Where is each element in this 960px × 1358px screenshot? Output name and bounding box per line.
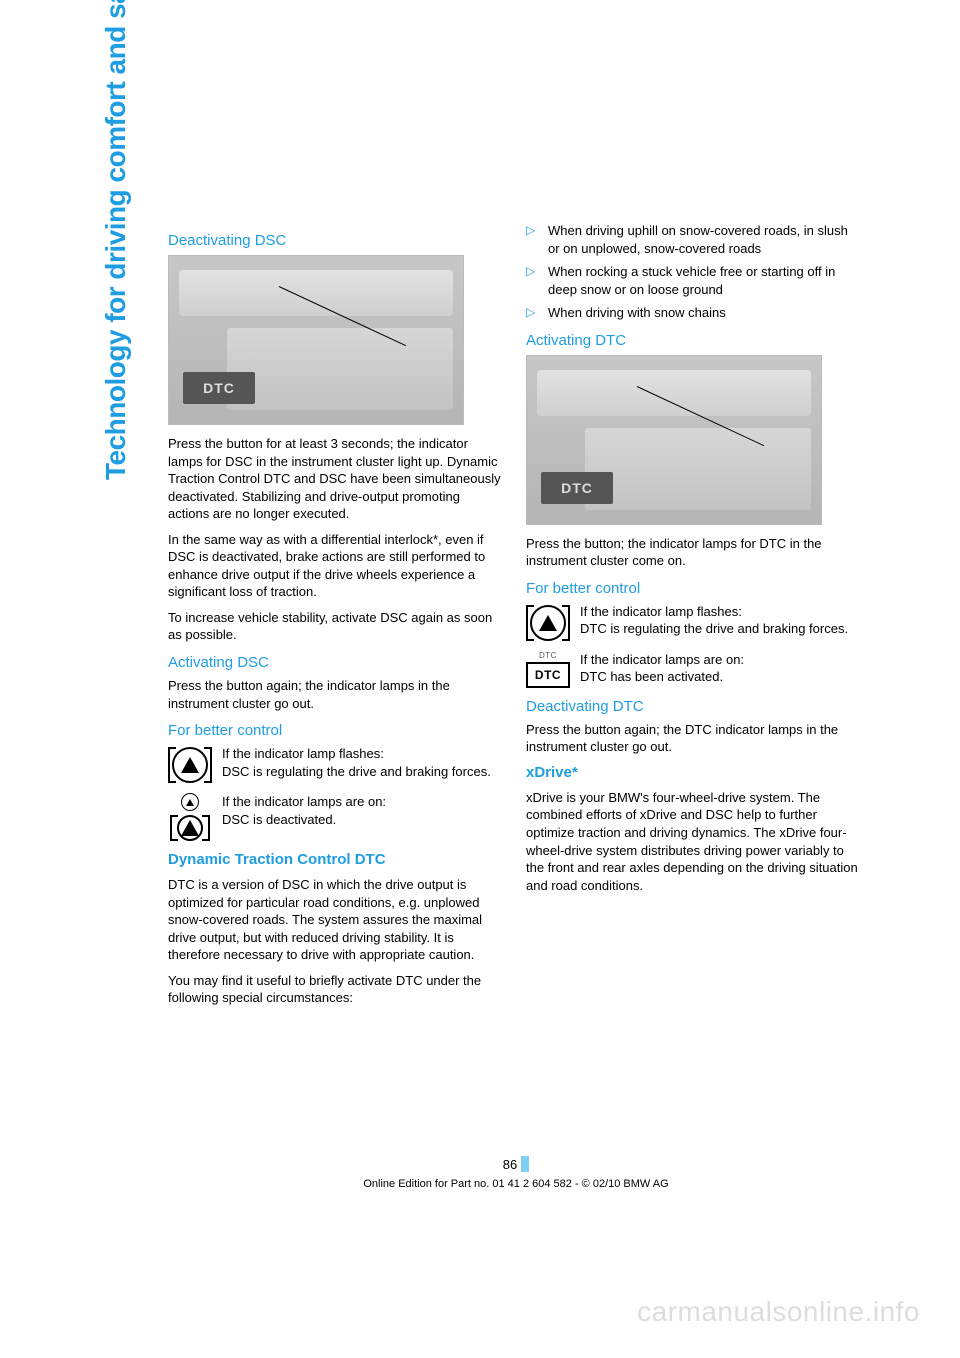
- paragraph: To increase vehicle stability, activate …: [168, 609, 504, 644]
- paragraph: Press the button; the indicator lamps fo…: [526, 535, 862, 570]
- heading-deactivating-dtc: Deactivating DTC: [526, 698, 862, 715]
- heading-activating-dtc: Activating DTC: [526, 332, 862, 349]
- heading-xdrive: xDrive*: [526, 764, 862, 781]
- paragraph: Press the button again; the DTC indicato…: [526, 721, 862, 756]
- indicator-text: If the indicator lamp flashes: DSC is re…: [222, 745, 504, 780]
- bullet-triangle-icon: ▷: [526, 222, 540, 257]
- warning-triangle-icon: [168, 745, 212, 785]
- page-number-wrap: 86: [168, 1156, 864, 1172]
- heading-for-better-control: For better control: [526, 580, 862, 597]
- bullet-triangle-icon: ▷: [526, 263, 540, 298]
- bullet-triangle-icon: ▷: [526, 304, 540, 322]
- paragraph: In the same way as with a differential i…: [168, 531, 504, 601]
- paragraph: xDrive is your BMW's four-wheel-drive sy…: [526, 789, 862, 894]
- bullet-text: When driving with snow chains: [548, 304, 862, 322]
- indicator-text: If the indicator lamp flashes: DTC is re…: [580, 603, 862, 638]
- bullet-item: ▷ When rocking a stuck vehicle free or s…: [526, 263, 862, 298]
- heading-activating-dsc: Activating DSC: [168, 654, 504, 671]
- warning-triangle-icon: [526, 603, 570, 643]
- heading-deactivating-dsc: Deactivating DSC: [168, 232, 504, 249]
- figure-dtc-button: DTC: [526, 355, 822, 525]
- left-column: Deactivating DSC DTC Press the button fo…: [168, 222, 504, 1015]
- right-column: ▷ When driving uphill on snow-covered ro…: [526, 222, 862, 1015]
- indicator-row: DTC DTC If the indicator lamps are on: D…: [526, 651, 862, 688]
- heading-for-better-control: For better control: [168, 722, 504, 739]
- paragraph: Press the button again; the indicator la…: [168, 677, 504, 712]
- bullet-item: ▷ When driving uphill on snow-covered ro…: [526, 222, 862, 257]
- figure-dsc-button: DTC: [168, 255, 464, 425]
- page-footer: 86 Online Edition for Part no. 01 41 2 6…: [168, 1156, 864, 1190]
- watermark-text: carmanualsonline.info: [637, 1296, 920, 1328]
- content-area: Deactivating DSC DTC Press the button fo…: [168, 222, 864, 1015]
- paragraph: You may find it useful to briefly activa…: [168, 972, 504, 1007]
- page-number: 86: [503, 1157, 517, 1172]
- heading-dtc: Dynamic Traction Control DTC: [168, 851, 504, 868]
- dtc-small-label: DTC: [526, 651, 570, 660]
- indicator-text: If the indicator lamps are on: DSC is de…: [222, 793, 504, 828]
- paragraph: Press the button for at least 3 seconds;…: [168, 435, 504, 523]
- indicator-row: If the indicator lamp flashes: DTC is re…: [526, 603, 862, 643]
- figure-dtc-label: DTC: [183, 372, 255, 404]
- indicator-text: If the indicator lamps are on: DTC has b…: [580, 651, 862, 686]
- warning-triangle-stack-icon: [168, 793, 212, 843]
- figure-pointer-line: [279, 286, 406, 346]
- side-section-title: Technology for driving comfort and safet…: [100, 0, 132, 480]
- bullet-item: ▷ When driving with snow chains: [526, 304, 862, 322]
- bullet-text: When driving uphill on snow-covered road…: [548, 222, 862, 257]
- indicator-row: If the indicator lamp flashes: DSC is re…: [168, 745, 504, 785]
- dtc-indicator-icon: DTC DTC: [526, 651, 570, 688]
- footer-copyright: Online Edition for Part no. 01 41 2 604 …: [168, 1178, 864, 1190]
- bullet-text: When rocking a stuck vehicle free or sta…: [548, 263, 862, 298]
- paragraph: DTC is a version of DSC in which the dri…: [168, 876, 504, 964]
- indicator-row: If the indicator lamps are on: DSC is de…: [168, 793, 504, 843]
- figure-pointer-line: [637, 386, 764, 446]
- page-marker: [521, 1156, 529, 1172]
- dtc-big-label: DTC: [526, 662, 570, 688]
- figure-dtc-label: DTC: [541, 472, 613, 504]
